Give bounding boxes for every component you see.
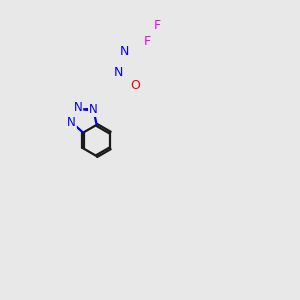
Text: N: N: [67, 116, 76, 129]
Text: N: N: [74, 101, 82, 114]
Text: F: F: [144, 35, 151, 48]
Text: O: O: [130, 80, 140, 92]
Text: N: N: [89, 103, 98, 116]
Text: F: F: [154, 19, 160, 32]
Text: N: N: [120, 45, 129, 58]
Text: N: N: [114, 66, 124, 79]
